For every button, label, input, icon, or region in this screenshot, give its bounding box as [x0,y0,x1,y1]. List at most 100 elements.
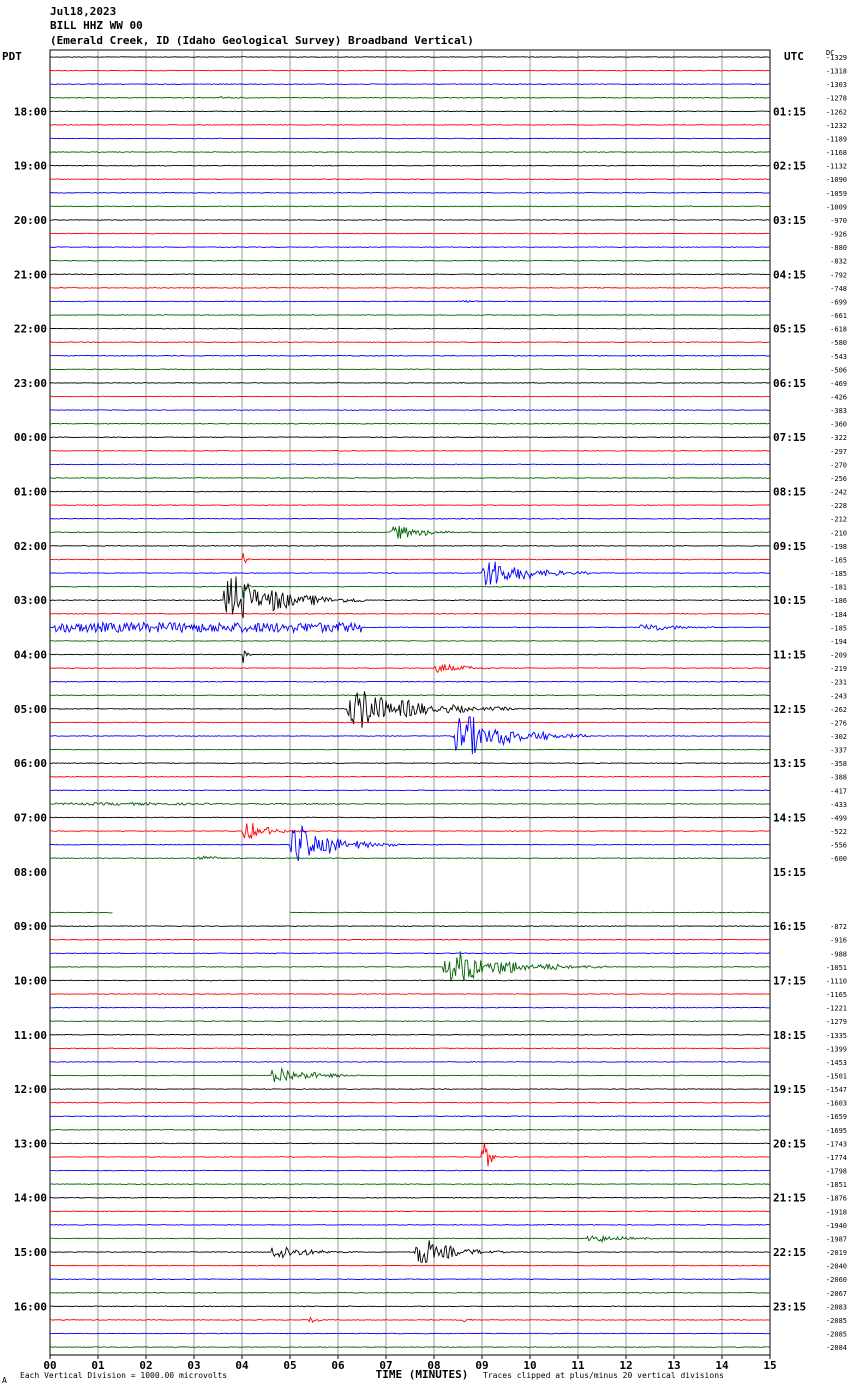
dc-offset-label: -1940 [826,1222,847,1230]
trace-row-81 [49,1142,770,1167]
trace-row-25 [50,395,771,398]
trace-row-79 [49,1128,771,1131]
trace-row-89 [49,1264,770,1267]
pdt-hour-label: 02:00 [14,540,47,553]
trace-row-65 [49,938,770,941]
trace-row-11 [49,205,771,208]
trace-row-93 [49,1316,771,1324]
trace-row-20 [49,327,770,330]
dc-offset-label: -469 [830,380,847,388]
trace-row-26 [50,409,771,411]
dc-offset-label: -1110 [826,977,847,985]
trace-row-72 [49,1033,771,1036]
trace-row-75 [49,1067,771,1083]
pdt-hour-label: 14:00 [14,1192,47,1205]
trace-row-37 [49,553,771,564]
corner-mark: A [2,1376,7,1385]
utc-hour-label: 11:15 [773,649,806,662]
trace-row-77 [49,1101,771,1104]
trace-row-64 [49,925,771,928]
x-tick-label: 00 [43,1359,56,1372]
trace-row-24 [49,382,771,384]
dc-offset-label: -297 [830,448,847,456]
pdt-hour-label: 21:00 [14,268,47,281]
trace-row-40 [49,576,771,619]
pdt-hour-label: 19:00 [14,160,47,173]
pdt-label: PDT [2,50,22,63]
dc-offset-label: -926 [830,231,847,239]
dc-offset-label: -1009 [826,203,847,211]
dc-offset-label: -832 [830,258,847,266]
dc-offset-label: -499 [830,814,847,822]
trace-row-43 [49,640,771,642]
dc-offset-label: -699 [830,298,847,306]
trace-row-67 [49,951,771,981]
dc-offset-label: -231 [830,679,847,687]
dc-offset-label: -1659 [826,1113,847,1121]
trace-row-66 [49,952,771,955]
pdt-hour-label: 23:00 [14,377,47,390]
dc-offset-label: -2085 [826,1317,847,1325]
dc-offset-label: -1876 [826,1195,847,1203]
utc-hour-label: 17:15 [773,974,806,987]
trace-row-46 [49,680,770,683]
trace-row-44 [49,650,771,663]
dc-offset-label: -2067 [826,1290,847,1298]
dc-offset-label: -1278 [826,95,847,103]
dc-offset-label: -1547 [826,1086,847,1094]
dc-offset-label: -1798 [826,1168,847,1176]
pdt-hour-label: 20:00 [14,214,47,227]
x-tick-label: 14 [715,1359,729,1372]
pdt-hour-label: 07:00 [14,811,47,824]
trace-row-6 [49,137,771,140]
dc-offset-label: -184 [830,611,847,619]
dc-offset-label: -186 [830,597,847,605]
x-tick-label: 13 [667,1359,680,1372]
dc-offset-label: -1987 [826,1235,847,1243]
trace-row-41 [49,612,771,615]
x-tick-label: 12 [619,1359,632,1372]
trace-row-80 [49,1142,771,1145]
dc-offset-label: -916 [830,937,847,945]
pdt-hour-label: 10:00 [14,974,47,987]
trace-row-35 [49,525,771,539]
chart-date: Jul18,2023 [50,5,117,18]
dc-offset-label: -219 [830,665,847,673]
dc-offset-label: -792 [830,271,847,279]
x-tick-label: 01 [91,1359,105,1372]
dc-offset-label: -748 [830,285,847,293]
dc-offset-label: -194 [830,638,847,646]
utc-hour-label: 02:15 [773,160,806,173]
dc-offset-label: -358 [830,760,847,768]
trace-row-22 [50,354,771,357]
trace-row-63 [289,911,771,914]
trace-row-71 [49,1020,771,1023]
trace-row-59 [50,855,771,861]
dc-offset-label: -210 [830,529,847,537]
dc-offset-label: -198 [830,543,847,551]
trace-row-30 [49,463,771,466]
dc-offset-label: -2040 [826,1263,847,1271]
trace-row-31 [49,477,771,479]
utc-hour-label: 18:15 [773,1029,806,1042]
x-tick-label: 07 [379,1359,392,1372]
trace-row-82 [49,1169,770,1172]
dc-offset-label: -302 [830,733,847,741]
utc-hour-label: 03:15 [773,214,806,227]
dc-offset-label: -1335 [826,1032,847,1040]
dc-offset-label: -228 [830,502,847,510]
dc-offset-label: -522 [830,828,847,836]
pdt-hour-label: 00:00 [14,431,47,444]
dc-offset-label: -661 [830,312,847,320]
dc-offset-label: -417 [830,787,847,795]
utc-hour-label: 09:15 [773,540,806,553]
dc-offset-label: -600 [830,855,847,863]
utc-hour-label: 23:15 [773,1300,806,1313]
x-tick-label: 03 [187,1359,200,1372]
trace-row-53 [49,775,771,778]
chart-location: (Emerald Creek, ID (Idaho Geological Sur… [50,34,474,47]
dc-offset-label: -270 [830,461,847,469]
trace-row-34 [49,517,771,520]
utc-hour-label: 20:15 [773,1137,806,1150]
